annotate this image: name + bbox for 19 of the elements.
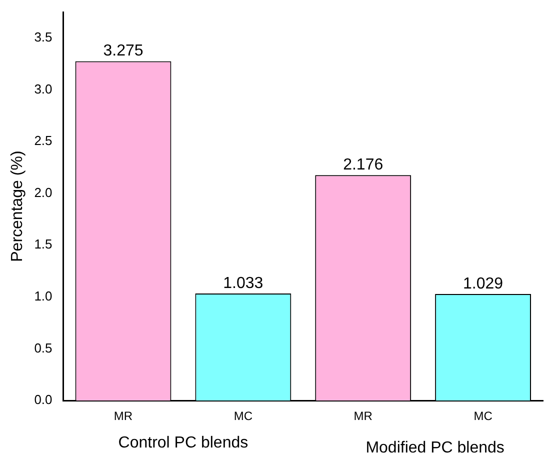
- y-tick-label: 0.0: [34, 392, 52, 408]
- data-label: 2.176: [343, 156, 384, 174]
- y-tick-label: 0.5: [34, 340, 52, 356]
- y-tick-label: 2.0: [34, 184, 52, 200]
- data-label: 1.029: [463, 275, 504, 292]
- y-tick-label: 1.5: [34, 236, 52, 252]
- data-label: 3.275: [103, 42, 144, 60]
- y-tick-label: 1.0: [34, 288, 52, 304]
- y-tick-label: 3.5: [34, 29, 52, 44]
- y-tick-label: 3.0: [34, 81, 52, 96]
- text: Modified PC blends: [366, 439, 504, 456]
- x-tick-label: MC: [234, 409, 253, 424]
- text: Control PC blends: [118, 434, 248, 452]
- x-tick-label: MR: [354, 409, 373, 424]
- x-tick-label: MC: [474, 409, 493, 424]
- data-label: 1.033: [223, 274, 264, 292]
- y-tick-label: 2.5: [34, 133, 52, 148]
- x-tick-label: MR: [114, 409, 133, 424]
- y-axis-title: Percentage (%): [9, 150, 26, 262]
